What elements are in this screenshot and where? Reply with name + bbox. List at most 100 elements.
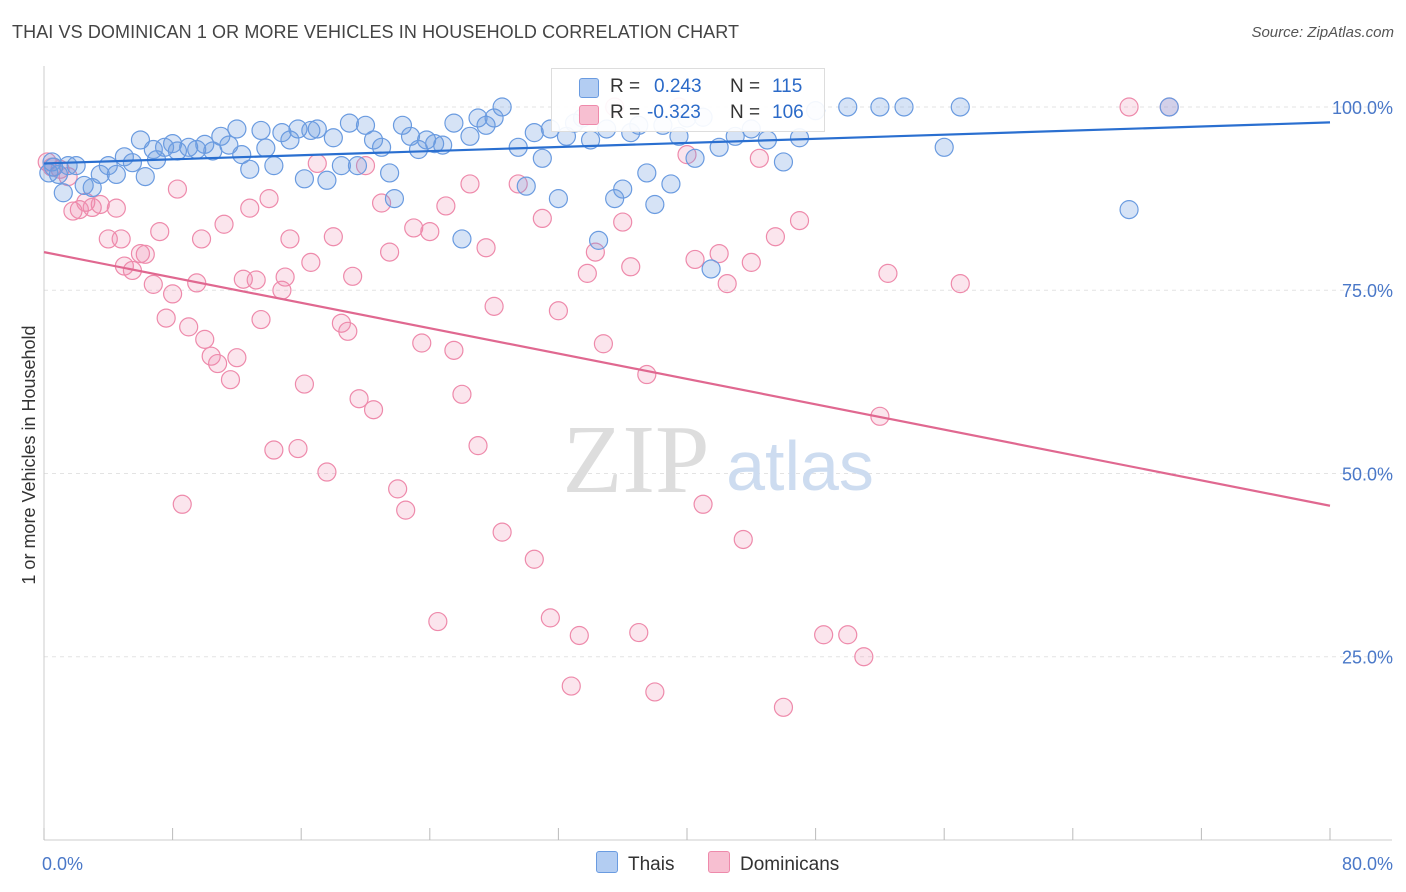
- dominican-point: [452, 384, 472, 404]
- thai-point: [838, 97, 858, 117]
- thais-n-label: N =: [730, 76, 761, 97]
- chart-title: THAI VS DOMINICAN 1 OR MORE VEHICLES IN …: [12, 22, 740, 42]
- thai-point: [122, 153, 143, 173]
- thai-point: [1119, 200, 1139, 220]
- grid-lines: [44, 106, 1392, 658]
- legend-row-dominicans: R = -0.323 N = 106: [552, 101, 824, 129]
- dominican-point: [167, 179, 188, 199]
- dominican-point: [143, 274, 163, 294]
- dominican-point: [717, 274, 737, 294]
- dominicans-r-label: R =: [610, 102, 641, 123]
- thai-point: [323, 128, 343, 148]
- thai-point: [232, 145, 252, 165]
- thai-point: [701, 259, 721, 279]
- x-tick-label: 80.0%: [1342, 854, 1393, 874]
- dominican-point: [561, 676, 581, 696]
- dominicans-swatch: [579, 105, 599, 125]
- thai-point: [516, 176, 536, 196]
- dominican-point: [444, 340, 464, 360]
- thai-point: [272, 123, 292, 143]
- thai-point: [331, 156, 351, 176]
- thais-r-value: 0.243: [654, 76, 702, 97]
- x-tick-label: 0.0%: [42, 854, 83, 874]
- dominican-point: [484, 296, 504, 316]
- y-tick-label: 25.0%: [1342, 648, 1393, 668]
- dominican-point: [460, 174, 480, 194]
- dominican-point: [404, 218, 424, 238]
- dominican-point: [878, 263, 898, 283]
- thai-point: [476, 115, 496, 135]
- dominican-point: [371, 193, 392, 213]
- dominican-point: [240, 198, 260, 218]
- thai-point: [645, 194, 665, 215]
- dominican-point: [275, 267, 295, 287]
- x-tick-labels: 0.0% 80.0%: [42, 854, 1393, 874]
- thai-point: [870, 97, 890, 117]
- dominican-point: [621, 257, 641, 277]
- thai-point: [280, 130, 300, 150]
- legend-item-dominicans: Dominicans: [708, 851, 839, 876]
- thai-point: [294, 169, 315, 189]
- dominican-point: [428, 611, 448, 632]
- dominican-point: [1119, 97, 1139, 117]
- thais-series: [39, 97, 1179, 279]
- dominican-point: [585, 242, 605, 262]
- thai-point: [524, 123, 544, 143]
- thai-point: [135, 167, 155, 187]
- dominicans-legend-swatch: [708, 851, 730, 873]
- dominican-point: [343, 266, 363, 286]
- thai-point: [392, 115, 413, 135]
- dominican-point: [629, 622, 649, 643]
- thai-point: [588, 230, 609, 250]
- thai-point: [950, 97, 970, 117]
- thai-point: [301, 120, 321, 141]
- dominican-point: [854, 647, 874, 667]
- thai-point: [548, 189, 569, 209]
- dominican-point: [709, 243, 729, 264]
- dominicans-r-value: -0.323: [647, 102, 701, 123]
- thais-legend-swatch: [596, 851, 618, 873]
- thai-point: [240, 159, 260, 179]
- dominican-point: [259, 189, 279, 209]
- thai-point: [317, 170, 337, 190]
- y-tick-label: 100.0%: [1332, 98, 1393, 118]
- thai-point: [637, 163, 657, 183]
- dominican-point: [436, 196, 456, 216]
- legend-row-thais: R = 0.243 N = 115: [552, 73, 824, 101]
- thai-point: [613, 179, 633, 199]
- dominican-point: [191, 229, 212, 249]
- dominican-point: [264, 440, 284, 460]
- dominican-point: [338, 321, 358, 341]
- dominican-point: [388, 479, 408, 499]
- dominican-point: [363, 400, 384, 420]
- thai-point: [380, 163, 400, 183]
- dominican-point: [227, 348, 247, 368]
- dominican-point: [246, 270, 266, 290]
- dominican-point: [280, 229, 300, 249]
- dominican-point: [90, 194, 110, 215]
- thais-legend-label: Thais: [628, 854, 675, 875]
- dominican-point: [288, 438, 308, 459]
- dominican-point: [789, 211, 810, 231]
- dominican-point: [950, 274, 970, 294]
- dominican-point: [548, 301, 569, 321]
- thai-point: [460, 126, 480, 146]
- thais-swatch: [579, 78, 599, 98]
- thai-point: [661, 174, 681, 194]
- watermark-zip: ZIP: [563, 406, 710, 514]
- dominicans-legend-label: Dominicans: [740, 854, 840, 875]
- thai-point: [894, 97, 914, 117]
- dominican-point: [613, 212, 633, 232]
- dominican-point: [301, 252, 321, 272]
- dominican-point: [412, 333, 432, 353]
- trend-lines: [43, 121, 1331, 507]
- y-tick-label: 75.0%: [1342, 281, 1393, 301]
- dominican-point: [251, 309, 271, 330]
- dominican-point: [468, 436, 488, 456]
- dominican-point: [773, 697, 794, 717]
- thai-point: [384, 189, 405, 209]
- dominican-point: [508, 174, 528, 194]
- y-tick-label: 50.0%: [1342, 464, 1393, 484]
- thais-trend-line: [43, 121, 1331, 165]
